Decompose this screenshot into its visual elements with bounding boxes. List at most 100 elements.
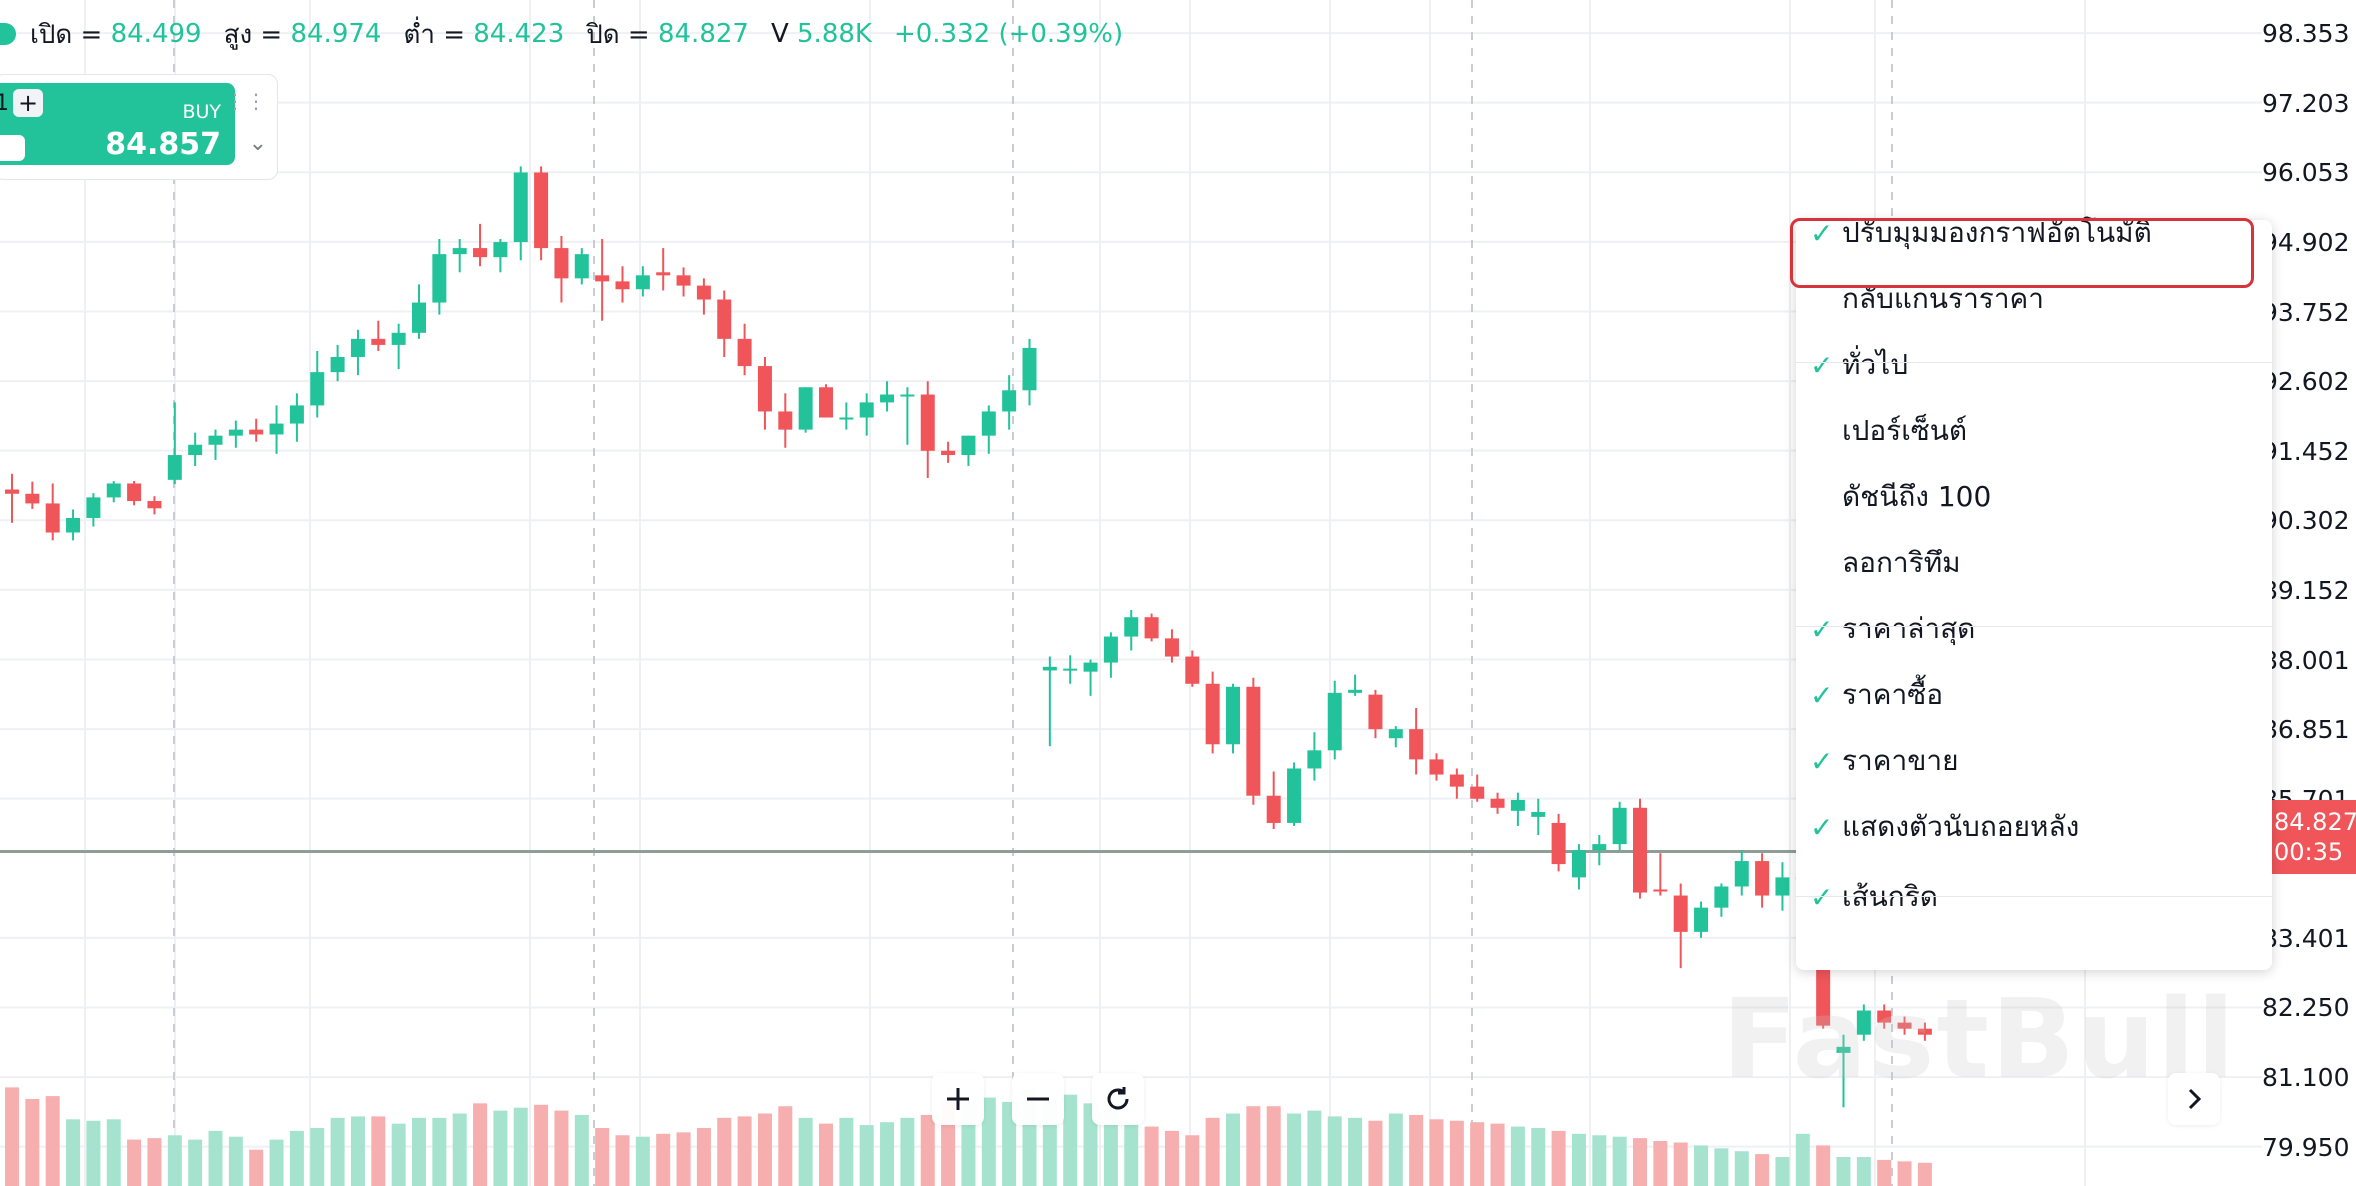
volume-bar — [330, 1117, 345, 1186]
volume-bar — [1002, 1101, 1017, 1186]
menu-item-3[interactable]: เปอร์เซ็นต์ — [1796, 398, 2272, 464]
menu-item-8[interactable]: ✓ ราคาขาย — [1796, 728, 2272, 794]
price-axis-label: 93.752 — [2262, 297, 2350, 327]
volume-bar — [350, 1116, 365, 1186]
check-icon: ✓ — [1810, 348, 1834, 382]
candle-body — [513, 172, 528, 243]
volume-bar — [86, 1120, 101, 1186]
price-axis-label: 82.250 — [2262, 993, 2350, 1023]
volume-bar — [1714, 1148, 1729, 1186]
candle-body — [717, 299, 732, 339]
volume-bar — [45, 1096, 60, 1186]
menu-item-7[interactable]: ✓ ราคาซื้อ — [1796, 662, 2272, 728]
volume-bar — [920, 1114, 935, 1186]
candle-body — [1470, 786, 1485, 799]
candle-body — [778, 411, 793, 430]
volume-bar — [880, 1122, 895, 1186]
current-price-value: 84.827 — [2274, 808, 2356, 836]
volume-bar — [1063, 1094, 1078, 1186]
price-axis-label: 98.353 — [2262, 19, 2350, 49]
candle-body — [1734, 861, 1749, 887]
candle-body — [737, 338, 752, 367]
candle-body — [330, 357, 345, 373]
check-icon: ✓ — [1810, 744, 1834, 778]
volume-bar — [1897, 1161, 1912, 1186]
high-label: สูง = — [223, 19, 283, 50]
menu-item-9[interactable]: ✓ แสดงตัวนับถอยหลัง — [1796, 794, 2272, 860]
quantity-value[interactable]: 1 — [0, 91, 9, 116]
volume-bar — [656, 1133, 671, 1186]
volume-bar — [1755, 1154, 1770, 1186]
volume-bar — [1470, 1122, 1485, 1186]
volume-bar — [391, 1123, 406, 1186]
candle-body — [1673, 895, 1688, 932]
menu-item-2[interactable]: ✓ ทั่วไป — [1796, 332, 2272, 398]
menu-item-label: เปอร์เซ็นต์ — [1842, 414, 1968, 447]
zoom-out-button[interactable] — [1012, 1073, 1064, 1125]
quantity-input-stub[interactable] — [0, 135, 25, 161]
volume-bar — [1327, 1116, 1342, 1186]
reset-chart-button[interactable] — [1092, 1073, 1144, 1125]
volume-bar — [1510, 1126, 1525, 1186]
menu-item-label: เส้นกริด — [1842, 880, 1938, 913]
highlight-box — [1790, 218, 2254, 288]
candle-body — [1571, 850, 1586, 878]
volume-bar — [432, 1117, 447, 1186]
volume-bar — [1856, 1157, 1871, 1186]
candle-body — [676, 275, 691, 286]
chevron-down-icon[interactable]: ⌄ — [248, 131, 267, 156]
menu-item-10[interactable]: ✓ เส้นกริด — [1796, 864, 2272, 930]
menu-item-5[interactable]: ลอการิทึม — [1796, 530, 2272, 596]
volume-bar — [1388, 1113, 1403, 1186]
volume-bar — [310, 1128, 325, 1186]
buy-button[interactable]: 1 + BUY 84.857 — [0, 83, 235, 165]
candle-body — [310, 372, 325, 406]
candle-body — [1226, 686, 1240, 745]
menu-item-0[interactable]: ✓ ปรับมุมมองกราฟอัตโนมัติ — [1796, 200, 2272, 266]
candle-body — [1042, 666, 1057, 671]
candle-body — [1124, 617, 1139, 637]
candle-body — [574, 254, 589, 279]
drag-handle-icon[interactable]: ⋮⋮ — [225, 89, 267, 113]
candle-body — [106, 483, 121, 498]
menu-item-6[interactable]: ✓ ราคาล่าสุด — [1796, 596, 2272, 662]
volume-bar — [1551, 1130, 1566, 1186]
candle-body — [1633, 807, 1647, 893]
candle-body — [25, 493, 40, 504]
volume-bar — [1164, 1130, 1179, 1186]
menu-separator — [1796, 896, 2272, 897]
close-label: ปิด = — [586, 19, 650, 50]
volume-bar — [1694, 1145, 1709, 1186]
watermark: FastBull — [1722, 975, 2237, 1103]
candle-body — [1144, 617, 1159, 639]
zoom-in-button[interactable] — [932, 1073, 984, 1125]
candle-body — [493, 242, 508, 258]
candle-body — [656, 272, 671, 276]
volume-bar — [635, 1136, 650, 1186]
volume-bar — [208, 1130, 223, 1186]
candle-body — [452, 248, 467, 255]
check-icon: ✓ — [1810, 880, 1834, 914]
menu-item-4[interactable]: ดัชนีถึง 100 — [1796, 464, 2272, 530]
scroll-right-button[interactable] — [2168, 1073, 2220, 1125]
volume-bar — [1673, 1142, 1688, 1186]
candle-body — [1856, 1010, 1871, 1035]
quantity-plus-button[interactable]: + — [13, 89, 43, 117]
volume-bar — [106, 1119, 121, 1186]
volume-bar — [513, 1107, 528, 1186]
candle-body — [432, 254, 447, 303]
candle-body — [1287, 768, 1302, 823]
volume-bar — [66, 1119, 81, 1186]
volume-bar — [1592, 1135, 1607, 1186]
volume-bar — [1185, 1135, 1200, 1186]
volume-bar — [737, 1116, 752, 1186]
plus-icon — [947, 1088, 969, 1110]
candle-body — [941, 450, 956, 456]
menu-item-label: ลอการิทึม — [1842, 546, 1961, 579]
volume-bar — [1348, 1117, 1363, 1186]
volume-bar — [717, 1117, 732, 1186]
volume-bar — [228, 1136, 243, 1186]
volume-bar — [1571, 1133, 1586, 1186]
candle-body — [86, 497, 101, 518]
